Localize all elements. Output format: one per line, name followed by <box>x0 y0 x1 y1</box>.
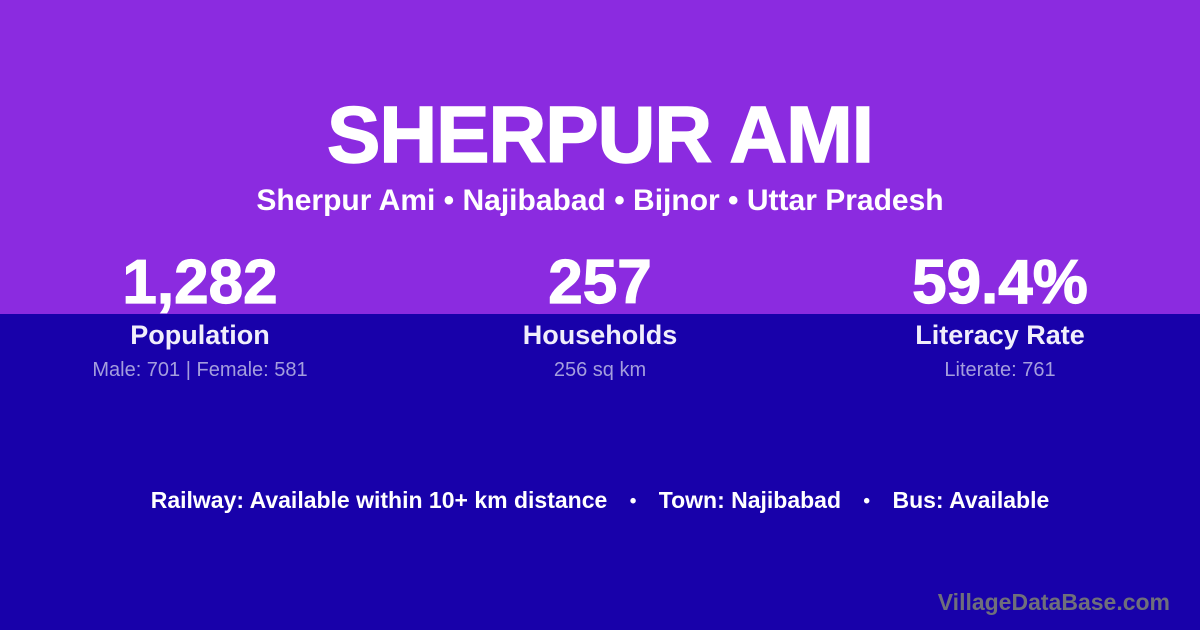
population-value: 1,282 <box>122 248 278 317</box>
population-detail: Male: 701 | Female: 581 <box>92 359 308 381</box>
village-title: SHERPUR AMI <box>326 90 875 179</box>
households-detail: 256 sq km <box>553 359 647 381</box>
header-band <box>0 0 1200 314</box>
bullet-separator: • <box>863 491 871 512</box>
stats-row: 1,282 Population Male: 701 | Female: 581… <box>0 248 1200 382</box>
households-value: 257 <box>548 248 653 317</box>
bus-info: Bus: Available <box>892 487 1050 513</box>
literacy-detail: Literate: 761 <box>944 359 1056 381</box>
town-info: Town: Najibabad <box>658 487 842 513</box>
literacy-label: Literacy Rate <box>915 320 1085 350</box>
railway-info: Railway: Available within 10+ km distanc… <box>150 487 608 513</box>
bullet-separator: • <box>629 491 637 512</box>
watermark: VillageDataBase.com <box>937 589 1170 615</box>
transport-info: Railway: Available within 10+ km distanc… <box>0 487 1200 515</box>
households-label: Households <box>522 320 678 350</box>
stat-households: 257 Households 256 sq km <box>400 248 800 382</box>
breadcrumb: Sherpur Ami • Najibabad • Bijnor • Uttar… <box>256 184 944 217</box>
stat-population: 1,282 Population Male: 701 | Female: 581 <box>0 248 400 382</box>
literacy-value: 59.4% <box>911 248 1088 317</box>
population-label: Population <box>130 320 270 350</box>
stat-literacy-rate: 59.4% Literacy Rate Literate: 761 <box>800 248 1200 382</box>
